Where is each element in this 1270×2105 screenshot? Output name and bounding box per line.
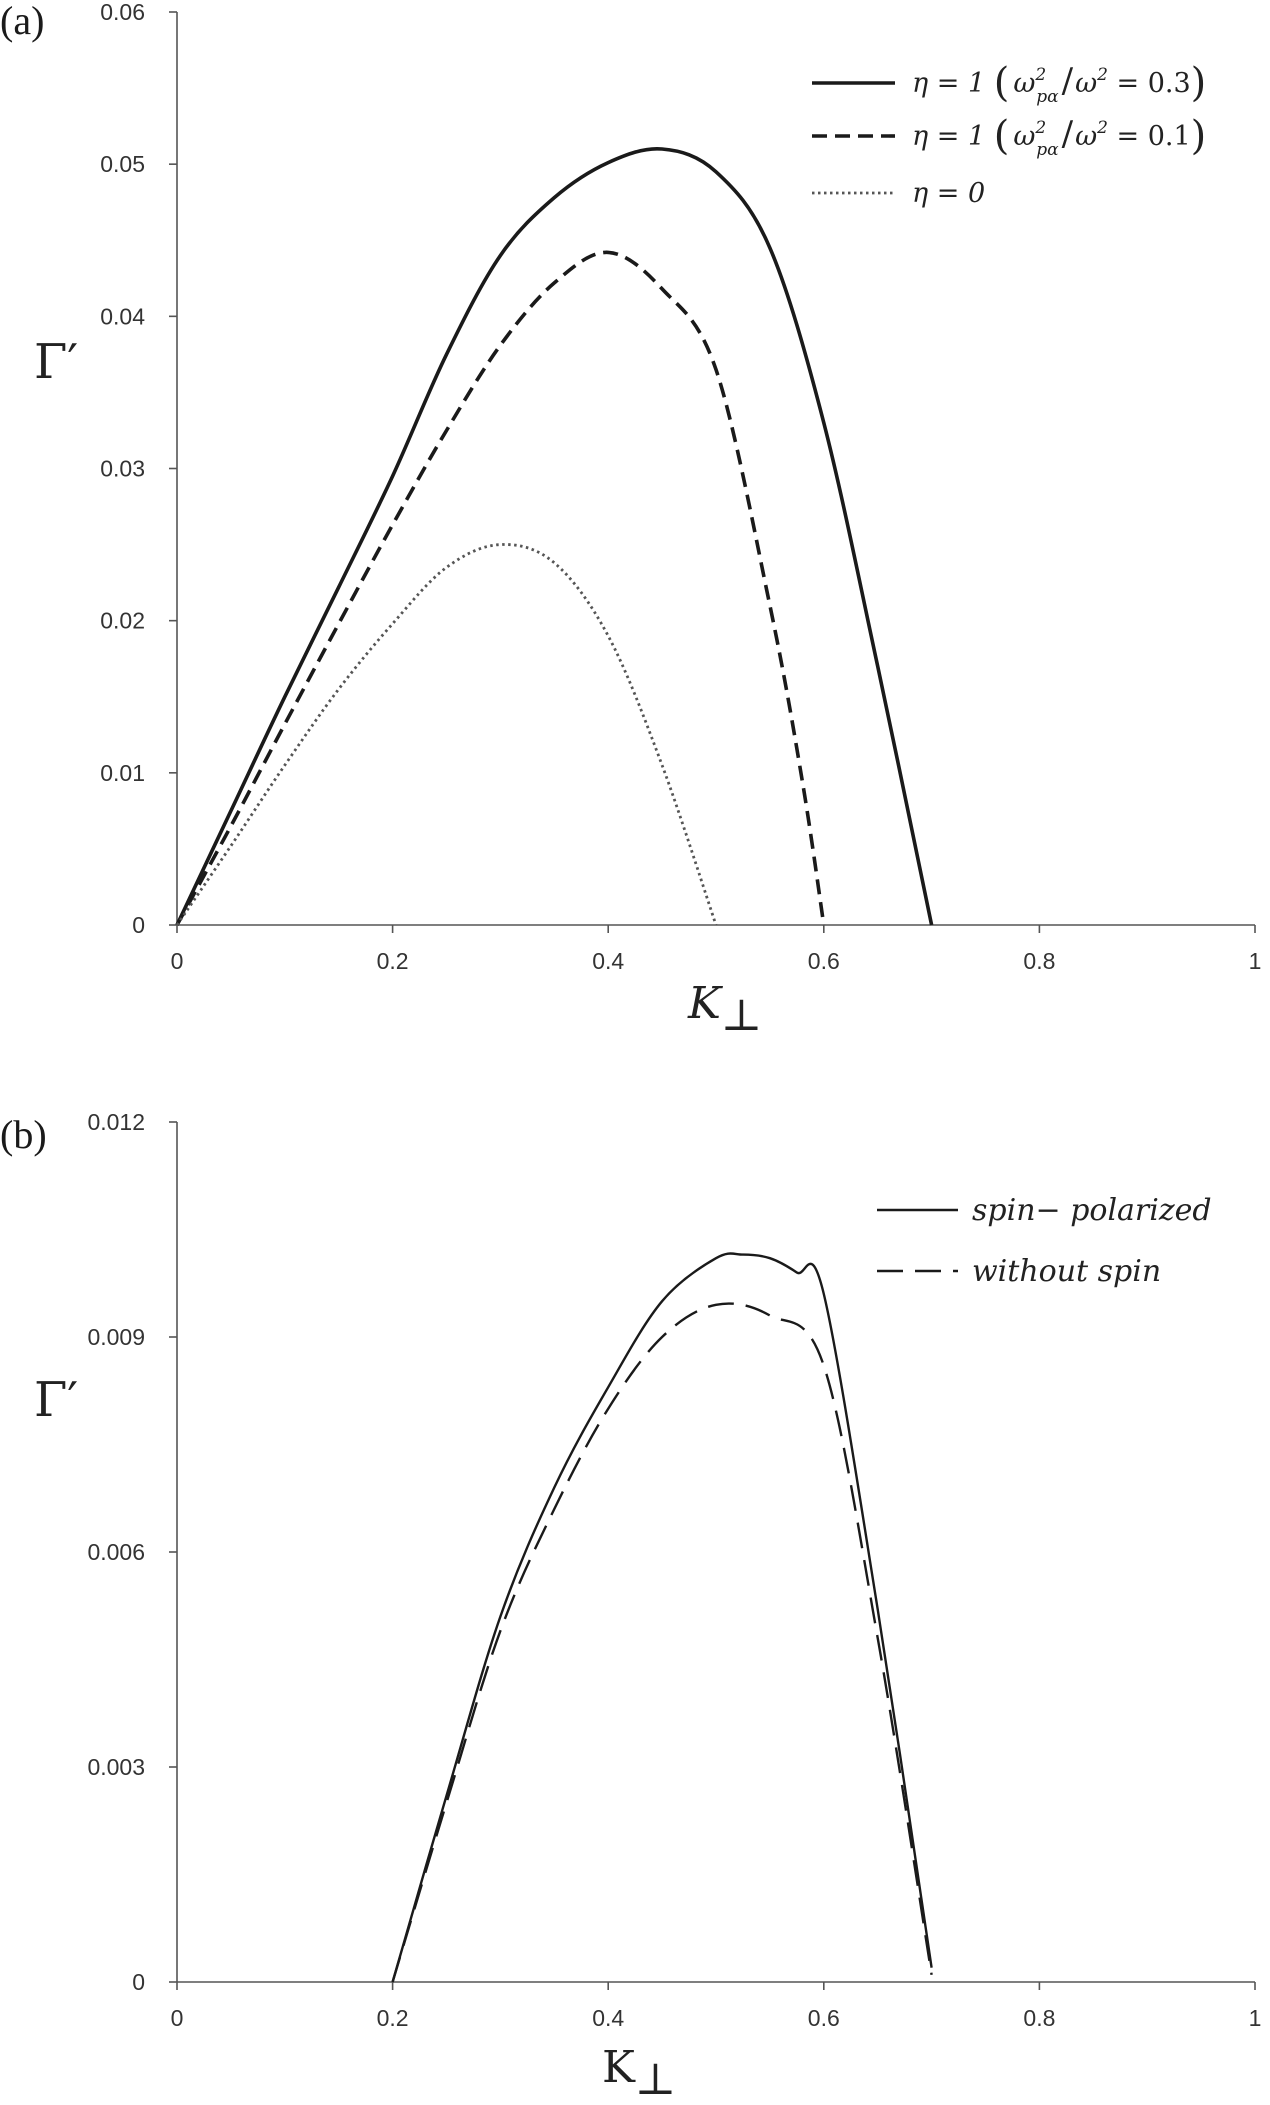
legend-1-sup: 2 — [1034, 65, 1046, 85]
panel-a-y-tick-label: 0.06 — [100, 0, 145, 25]
panel-b-legend: spin− polarized without spin — [877, 1193, 1212, 1289]
panel-b-label: (b) — [0, 1112, 47, 1157]
panel-a-y-tick-label: 0.04 — [100, 303, 145, 329]
panel-b-y-tick-label: 0.009 — [87, 1324, 145, 1350]
panel-b-y-tick-label: 0.003 — [87, 1754, 145, 1780]
panel-a-x-tick-label: 0.4 — [592, 948, 624, 974]
panel-a-x-axis-label: K⊥ — [687, 978, 762, 1041]
panel-a-x-tick-label: 0.2 — [377, 948, 409, 974]
legend-2-omega2: ω — [1075, 121, 1097, 152]
legend-1-omega2: ω — [1075, 68, 1097, 99]
panel-b-y-ticks: 0 0.003 0.006 0.009 0.012 — [87, 1109, 177, 1995]
panel-a-legend-entry-1: η = 1 (ω2 pα/ω2 = 0.3) — [912, 60, 1206, 107]
panel-a-series-line-dashed — [175, 250, 826, 926]
panel-a-label: (a) — [0, 0, 44, 43]
panel-a-y-tick-label: 0.01 — [100, 760, 145, 786]
panel-a-legend-entry-3: η = 0 — [912, 178, 985, 209]
panel-b-y-tick-label: 0 — [132, 1969, 145, 1995]
legend-1-sub: pα — [1036, 87, 1059, 107]
legend-2-sup: 2 — [1034, 118, 1046, 138]
panel-a-series-line-solid — [175, 146, 934, 926]
panel-b-legend-entry-1: spin− polarized — [972, 1193, 1212, 1228]
legend-2-eta: η = 1 — [912, 121, 985, 152]
panel-a-x-axis-label-main: K — [687, 978, 723, 1029]
panel-a-series-line-dotted — [175, 543, 718, 926]
panel-b-y-axis-label: Γ′ — [34, 1372, 78, 1428]
panel-a-x-ticks: 0 0.2 0.4 0.6 0.8 1 — [171, 925, 1262, 974]
panel-a-legend: η = 1 (ω2 pα/ω2 = 0.3) η = 1 (ω2 pα/ω2 = 0… — [812, 60, 1206, 209]
legend-2-sub: pα — [1036, 140, 1059, 160]
legend-3-eta: η = 0 — [912, 178, 985, 209]
legend-1-eta: η = 1 — [912, 68, 985, 99]
panel-b-x-tick-label: 0.8 — [1023, 2005, 1055, 2031]
legend-2-eq: = 0.1 — [1108, 121, 1191, 152]
panel-a-y-axis-label: Γ′ — [34, 334, 78, 390]
legend-1-lparen: ( — [994, 60, 1010, 106]
panel-a-y-tick-label: 0.02 — [100, 608, 145, 634]
legend-2-lparen: ( — [994, 113, 1010, 159]
panel-a-y-tick-label: 0.05 — [100, 151, 145, 177]
panel-a-y-tick-label: 0.03 — [100, 456, 145, 482]
legend-2-rparen: ) — [1191, 113, 1207, 159]
panel-a-y-tick-label: 0 — [132, 912, 145, 938]
legend-2-omega: ω — [1013, 121, 1035, 152]
legend-1-eq: = 0.3 — [1108, 68, 1191, 99]
panel-a-x-tick-label: 0 — [171, 948, 184, 974]
panel-b-series-line-dashed — [391, 1302, 933, 1983]
panel-b-x-tick-label: 0 — [171, 2005, 184, 2031]
panel-a-legend-entry-2: η = 1 (ω2 pα/ω2 = 0.1) — [912, 113, 1206, 160]
panel-a-x-tick-label: 0.6 — [808, 948, 840, 974]
panel-b-x-tick-label: 0.2 — [377, 2005, 409, 2031]
panel-b-series — [391, 1252, 933, 1983]
panel-b-series-line-solid — [391, 1252, 933, 1983]
panel-a-y-ticks: 0 0.01 0.02 0.03 0.04 0.05 0.06 — [100, 0, 177, 938]
panel-b-x-ticks: 0 0.2 0.4 0.6 0.8 1 — [171, 1982, 1262, 2031]
panel-b-legend-entry-2: without spin — [972, 1254, 1161, 1289]
panel-a-x-axis-label-sub: ⊥ — [721, 990, 762, 1041]
panel-b-x-tick-label: 1 — [1249, 2005, 1262, 2031]
panel-b-x-axis-label-sub: ⊥ — [635, 2054, 676, 2105]
legend-1-omega: ω — [1013, 68, 1035, 99]
panel-a-x-tick-label: 0.8 — [1023, 948, 1055, 974]
legend-1-sup2: 2 — [1096, 65, 1108, 85]
panel-b-x-tick-label: 0.4 — [592, 2005, 624, 2031]
panel-b-x-axis-label-main: K — [602, 2042, 636, 2093]
panel-a-x-tick-label: 1 — [1249, 948, 1262, 974]
panel-a-series — [175, 146, 934, 926]
legend-1-rparen: ) — [1191, 60, 1207, 106]
panel-b-y-tick-label: 0.006 — [87, 1539, 145, 1565]
panel-a: (a) 0 0.2 0.4 0.6 0.8 1 0 0.01 0.02 0.03 0.04 0.05… — [0, 0, 1261, 1041]
legend-1-slash: / — [1062, 61, 1074, 101]
legend-2-slash: / — [1062, 114, 1074, 154]
panel-b-x-axis-label: K⊥ — [602, 2042, 676, 2105]
panel-b: (b) 0 0.2 0.4 0.6 0.8 1 0 0.003 0.006 0.009 0.012… — [0, 1109, 1261, 2105]
panel-b-y-tick-label: 0.012 — [87, 1109, 145, 1135]
legend-2-sup2: 2 — [1096, 118, 1108, 138]
panel-b-x-tick-label: 0.6 — [808, 2005, 840, 2031]
